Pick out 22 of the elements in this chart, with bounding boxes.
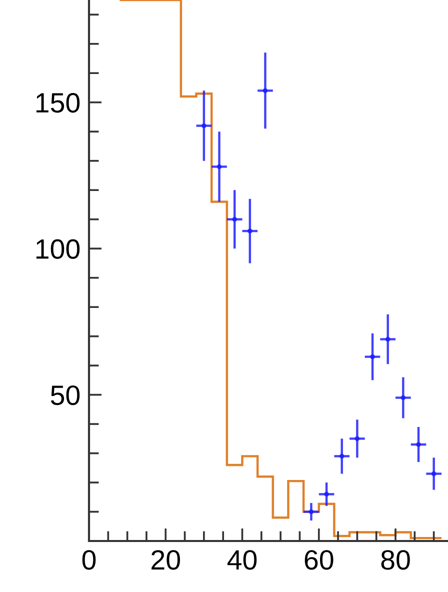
point [247,228,252,234]
x-tick-label: 20 [152,550,180,570]
y-tick-label: 150 [36,93,80,113]
point [232,216,238,222]
y-tick-label: 100 [36,239,80,259]
point [370,354,375,360]
point [431,471,436,476]
point [308,509,314,514]
point [354,436,360,442]
point [416,442,421,447]
y-tick-label: 50 [50,385,80,406]
point [216,164,222,170]
point [385,336,390,342]
point [339,454,344,459]
x-tick-label: 40 [227,550,257,570]
x-tick-label: 0 [82,550,96,570]
x-tick-label: 80 [381,550,410,570]
x-tick-label: 60 [304,550,334,570]
point [262,88,268,94]
point [400,395,406,400]
point [202,123,206,128]
point [324,492,329,497]
